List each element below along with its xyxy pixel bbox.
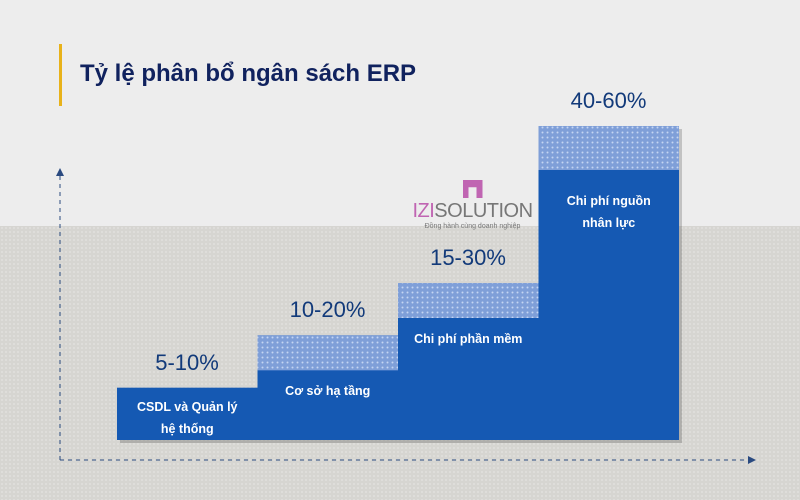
value-label: 15-30% [430, 245, 506, 270]
bar-range-segment [257, 335, 398, 371]
chart-title: Tỷ lệ phân bổ ngân sách ERP [80, 60, 417, 87]
bar [117, 387, 258, 440]
title-accent-bar [59, 44, 62, 106]
bar-range-segment [398, 283, 539, 318]
value-label: 40-60% [570, 88, 647, 113]
value-label: 10-20% [289, 297, 366, 323]
category-label: Chi phí nguồn nhân lực [566, 194, 651, 230]
bar [538, 126, 679, 440]
bar-range-segment [538, 126, 679, 170]
value-label: 5-10% [155, 349, 219, 375]
category-label: Cơ sở hạ tầng [285, 384, 371, 399]
category-label: Chi phí phần mềm [414, 332, 523, 346]
category-label: CSDL và Quản lý hệ thống [137, 399, 238, 436]
watermark-logo: IZISOLUTION Đồng hành cùng doanh nghiệp [410, 180, 535, 230]
